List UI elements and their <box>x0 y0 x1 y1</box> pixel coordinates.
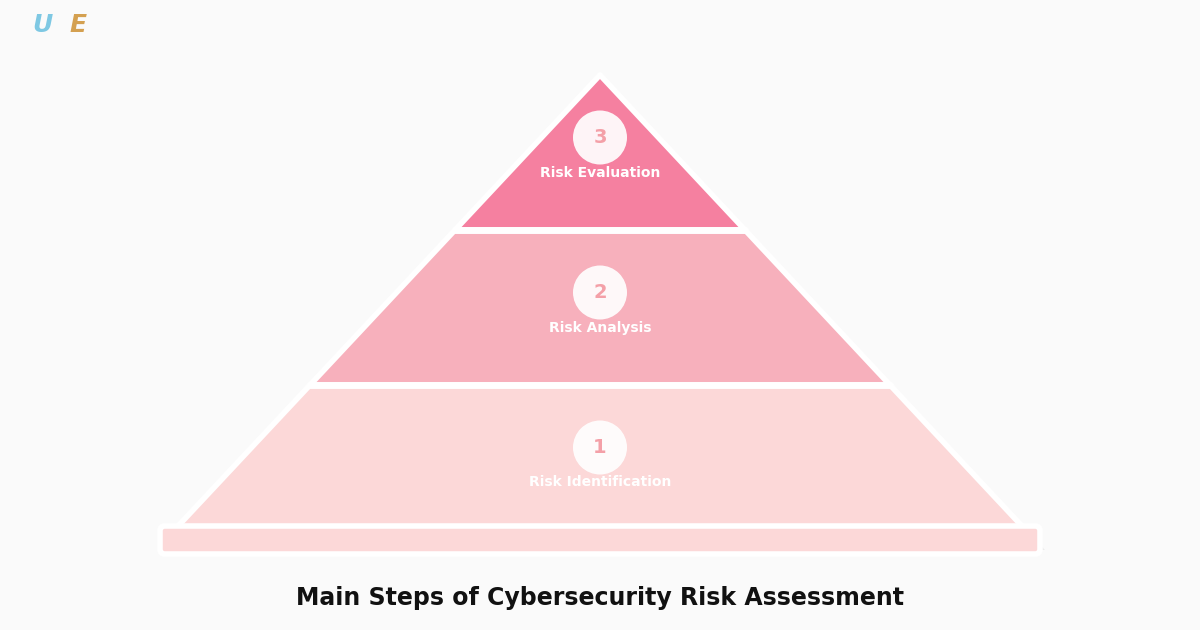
Polygon shape <box>310 230 890 385</box>
Circle shape <box>574 265 628 319</box>
Text: 3: 3 <box>593 128 607 147</box>
Text: 1: 1 <box>593 438 607 457</box>
Text: Main Steps of Cybersecurity Risk Assessment: Main Steps of Cybersecurity Risk Assessm… <box>296 586 904 610</box>
Polygon shape <box>455 75 745 230</box>
Text: 2: 2 <box>593 283 607 302</box>
Text: Risk Evaluation: Risk Evaluation <box>540 166 660 180</box>
Circle shape <box>574 110 628 164</box>
FancyBboxPatch shape <box>160 526 1040 554</box>
Text: U: U <box>32 13 52 37</box>
Text: Risk Identification: Risk Identification <box>529 476 671 490</box>
Text: Risk Analysis: Risk Analysis <box>548 321 652 335</box>
Text: E: E <box>70 13 86 37</box>
Circle shape <box>574 420 628 474</box>
Polygon shape <box>175 85 1045 550</box>
Polygon shape <box>166 385 1034 540</box>
